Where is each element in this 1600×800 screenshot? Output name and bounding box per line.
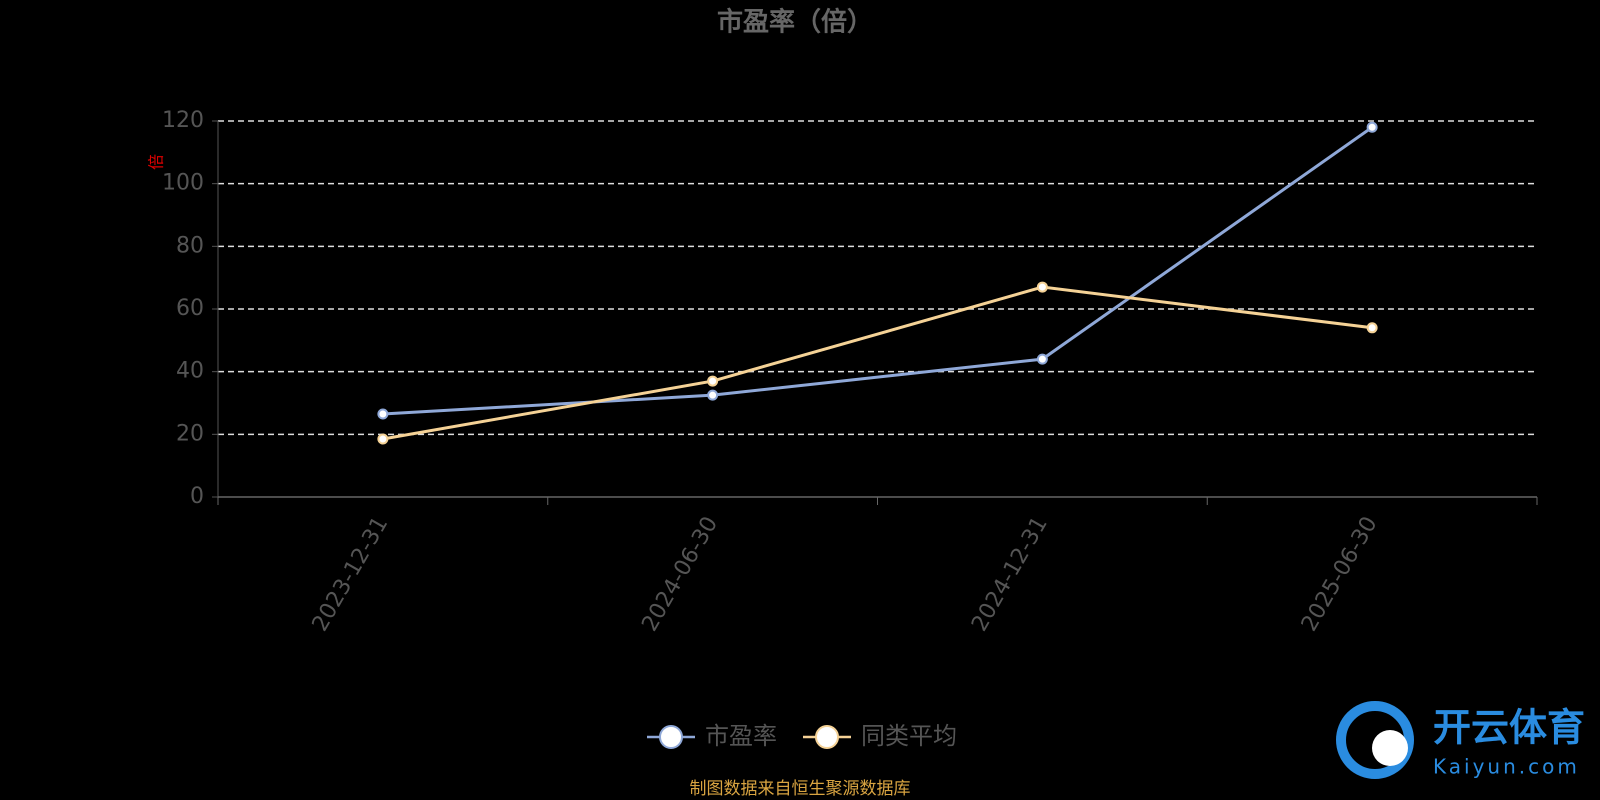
data-point bbox=[377, 408, 389, 420]
legend-marker bbox=[659, 725, 683, 749]
source-note: 制图数据来自恒生聚源数据库 bbox=[690, 779, 911, 799]
legend-label: 同类平均 bbox=[861, 722, 957, 750]
data-point bbox=[1036, 281, 1048, 293]
chart-title: 市盈率（倍） bbox=[717, 7, 873, 38]
series-line bbox=[382, 285, 1373, 441]
watermark-logo bbox=[1336, 701, 1414, 779]
legend-marker bbox=[815, 725, 839, 749]
data-point bbox=[1366, 322, 1378, 334]
y-tick-label: 40 bbox=[176, 359, 204, 384]
legend-label: 市盈率 bbox=[705, 722, 777, 750]
data-point bbox=[1366, 121, 1378, 133]
data-point bbox=[707, 389, 719, 401]
watermark-brand: 开云体育 bbox=[1433, 706, 1585, 750]
y-tick-label: 60 bbox=[176, 296, 204, 321]
watermark-site: Kaiyun.com bbox=[1433, 755, 1580, 779]
data-point bbox=[1036, 353, 1048, 365]
watermark-ball bbox=[1372, 730, 1408, 766]
y-tick-label: 100 bbox=[162, 171, 204, 196]
y-tick-label: 120 bbox=[162, 108, 204, 133]
legend-item[interactable]: 同类平均 bbox=[803, 722, 957, 750]
y-tick-label: 0 bbox=[190, 484, 204, 509]
y-axis-label: 倍 bbox=[147, 154, 166, 170]
series-line bbox=[382, 126, 1373, 416]
legend-item[interactable]: 市盈率 bbox=[647, 722, 777, 750]
y-tick-label: 80 bbox=[176, 233, 204, 258]
y-tick-label: 20 bbox=[176, 421, 204, 446]
watermark: 开云体育 Kaiyun.com bbox=[1336, 701, 1585, 779]
data-point bbox=[377, 433, 389, 445]
data-point bbox=[707, 375, 719, 387]
